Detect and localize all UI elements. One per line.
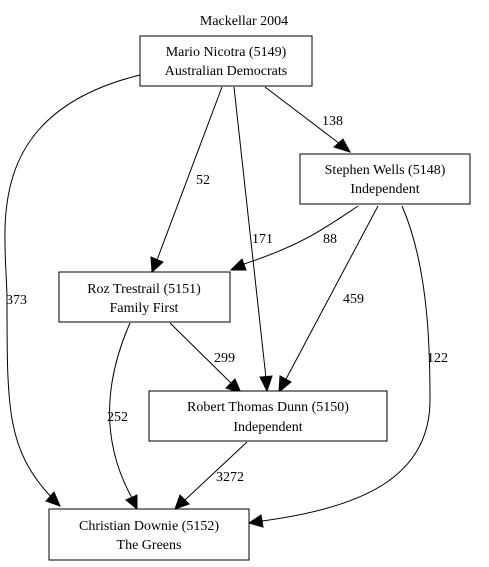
- edge-label: 52: [196, 173, 210, 188]
- node-party: Australian Democrats: [165, 64, 287, 79]
- edge-line: [157, 87, 222, 260]
- edge-wells-downie: 122: [249, 206, 448, 527]
- edge-label: 373: [6, 293, 27, 308]
- edge-line: [262, 206, 430, 521]
- edge-label: 3272: [216, 470, 244, 485]
- node-stephen-wells: Stephen Wells (5148) Independent: [300, 154, 470, 204]
- arrowhead: [249, 515, 263, 527]
- edge-label: 122: [427, 351, 448, 366]
- node-name: Roz Trestrail (5151): [87, 282, 201, 297]
- edge-label: 171: [252, 232, 273, 247]
- arrowhead: [126, 495, 137, 509]
- node-robert-thomas-dunn: Robert Thomas Dunn (5150) Independent: [149, 391, 387, 441]
- node-party: Independent: [350, 182, 419, 197]
- node-party: Independent: [233, 420, 302, 435]
- edge-label: 459: [343, 292, 364, 307]
- edge-label: 138: [322, 114, 343, 129]
- arrowhead: [175, 495, 189, 509]
- node-name: Robert Thomas Dunn (5150): [187, 400, 349, 415]
- arrowhead: [151, 257, 163, 272]
- graph-title: Mackellar 2004: [200, 14, 288, 29]
- edge-dunn-downie: 3272: [175, 442, 247, 509]
- edge-wells-trestrail: 88: [231, 206, 358, 270]
- node-name: Stephen Wells (5148): [325, 163, 446, 178]
- node-christian-downie: Christian Downie (5152) The Greens: [49, 509, 249, 560]
- node-party: Family First: [110, 301, 179, 316]
- edge-label: 252: [107, 410, 128, 425]
- node-roz-trestrail: Roz Trestrail (5151) Family First: [59, 272, 230, 322]
- arrowhead: [279, 376, 291, 392]
- edge-label: 88: [323, 232, 337, 247]
- node-name: Mario Nicotra (5149): [166, 45, 287, 60]
- node-mario-nicotra: Mario Nicotra (5149) Australian Democrat…: [140, 36, 312, 86]
- arrowhead: [260, 376, 272, 391]
- edge-trestrail-dunn: 299: [170, 323, 241, 393]
- node-party: The Greens: [117, 538, 182, 553]
- edge-nicotra-dunn: 171: [234, 87, 273, 391]
- edge-nicotra-trestrail: 52: [151, 87, 222, 272]
- arrowhead: [231, 259, 246, 270]
- edge-trestrail-downie: 252: [107, 323, 137, 509]
- node-name: Christian Downie (5152): [79, 519, 219, 534]
- edge-nicotra-wells: 138: [265, 87, 350, 152]
- edge-label: 299: [214, 351, 235, 366]
